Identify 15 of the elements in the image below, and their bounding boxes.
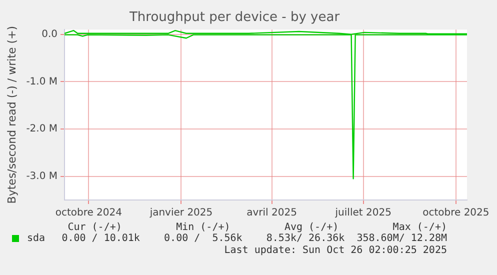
x-tick-label: avril 2025 <box>246 208 297 219</box>
x-tick-label: juillet 2025 <box>334 208 392 219</box>
x-tick-label: octobre 2024 <box>55 208 122 219</box>
text: 0.00 / 10.01k 0.00 / 5.56k 8.53k/ 26.36k 358.60M/ 12.28M <box>62 233 447 244</box>
y-tick-label: -2.0 M <box>26 124 58 135</box>
x-tick-label: octobre 2025 <box>422 208 490 219</box>
y-tick-label: -1.0 M <box>26 76 58 88</box>
legend-label: sda <box>27 233 46 244</box>
text: Cur (-/+) Min (-/+) Avg (-/+) Max (-/+) <box>68 222 447 233</box>
y-tick-label: 0.0 <box>42 28 58 40</box>
y-axis-title: Bytes/second read (-) / write (+) <box>5 26 18 204</box>
y-tick-label: -3.0 M <box>26 170 58 182</box>
chart-title: Throughput per device - by year <box>128 10 340 26</box>
text: Last update: Sun Oct 26 02:00:25 2025 <box>224 245 447 256</box>
x-tick-label: janvier 2025 <box>148 208 213 219</box>
